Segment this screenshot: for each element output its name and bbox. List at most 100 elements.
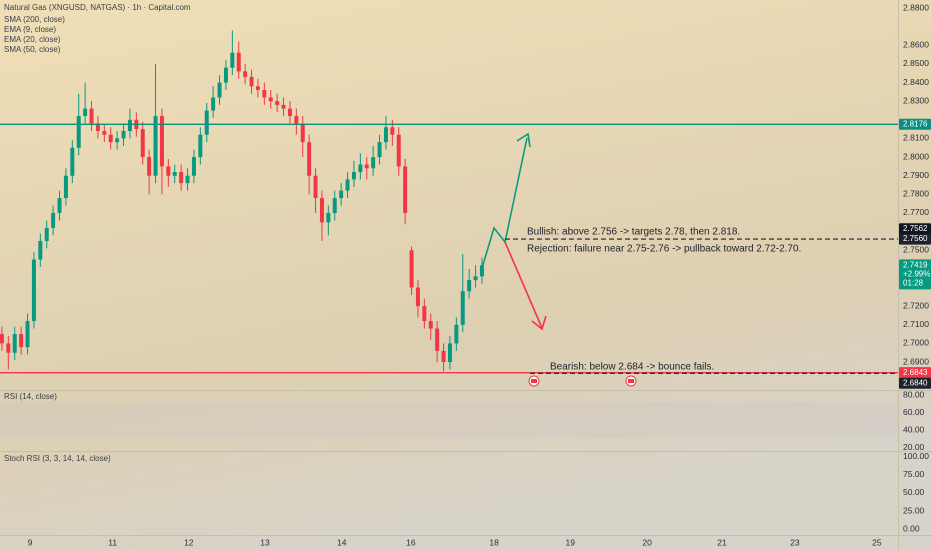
price-label-box: [899, 118, 931, 130]
candle-body: [383, 127, 388, 143]
bullish-arrow: [481, 137, 528, 269]
candle-body: [447, 343, 452, 363]
candle-body: [351, 171, 356, 180]
arrow-head: [516, 132, 531, 148]
plot: [0, 30, 484, 372]
candle-body: [435, 328, 440, 351]
x-tick-label: 19: [566, 537, 576, 547]
candle-body: [243, 71, 248, 77]
y-tick-label: 0.00: [903, 523, 920, 533]
bearish-arrow: [504, 241, 543, 329]
candle-body: [313, 175, 318, 199]
y-tick-label: 60.00: [903, 407, 925, 417]
candle-body: [255, 86, 260, 90]
candle-body: [415, 287, 420, 307]
y-tick-label: 100.00: [903, 451, 929, 461]
legend-entry: SMA (200, close): [4, 15, 65, 24]
last-price-countdown: 01:28: [903, 278, 924, 287]
event-icon: [625, 375, 637, 387]
y-tick-label: 2.7900: [903, 170, 929, 180]
candle-body: [102, 130, 107, 135]
y-tick-label: 2.6900: [903, 356, 929, 366]
candle-body: [409, 250, 414, 288]
candle-body: [287, 108, 292, 117]
y-tick-label: 2.7500: [903, 244, 929, 254]
price-label: 2.7562: [903, 224, 928, 233]
x-tick-label: 23: [790, 537, 800, 547]
y-tick-label: 2.7000: [903, 338, 929, 348]
y-tick-label: 2.8600: [903, 40, 929, 50]
last-price-box: [899, 259, 931, 290]
candle-body: [441, 350, 446, 363]
candle-body: [422, 306, 427, 322]
y-tick-label: 40.00: [903, 425, 925, 435]
candle-body: [281, 104, 286, 109]
candle-body: [467, 280, 472, 292]
price-label-box: [899, 367, 931, 379]
y-tick-label: 75.00: [903, 469, 925, 479]
candle-body: [121, 130, 126, 139]
x-tick-label: 14: [337, 537, 347, 547]
price-label-box: [899, 233, 931, 245]
candle-body: [236, 52, 241, 72]
price-label: 2.6840: [903, 378, 928, 387]
candle-body: [473, 276, 478, 281]
last-price: 2.7419: [903, 260, 928, 269]
candle-body: [172, 171, 177, 176]
candle-body: [57, 198, 62, 213]
x-tick-label: 20: [642, 537, 652, 547]
x-tick-label: 25: [872, 537, 882, 547]
candle-body: [479, 265, 484, 277]
y-tick-label: 80.00: [903, 389, 925, 399]
candle-body: [76, 116, 81, 148]
y-tick-label: 2.7700: [903, 207, 929, 217]
candle-body: [460, 291, 465, 325]
candle-body: [198, 134, 203, 158]
candle-body: [191, 157, 196, 176]
candle-body: [358, 164, 363, 172]
y-tick-label: 2.8500: [903, 58, 929, 68]
candle-body: [44, 227, 49, 241]
annotation: Rejection: failure near 2.75-2.76 -> pul…: [527, 244, 801, 255]
annotation: Bearish: below 2.684 -> bounce fails.: [550, 362, 714, 373]
candle-body: [211, 97, 216, 111]
candle-body: [403, 166, 408, 213]
legend-entry: EMA (9, close): [4, 25, 56, 34]
candle-body: [230, 52, 235, 68]
y-tick-label: 2.8300: [903, 95, 929, 105]
candle-body: [396, 134, 401, 167]
x-tick-label: 21: [717, 537, 727, 547]
event-icon: [528, 375, 540, 387]
candle-body: [0, 334, 4, 344]
candle-body: [25, 321, 30, 348]
x-tick-label: 9: [28, 537, 33, 547]
last-price-change: +2.99%: [903, 269, 930, 278]
candle-body: [127, 119, 132, 131]
candle-body: [294, 116, 299, 124]
candle-body: [364, 164, 369, 169]
candle-body: [51, 212, 56, 228]
candle-body: [275, 101, 280, 105]
y-tick-label: 25.00: [903, 505, 925, 515]
candle-body: [153, 116, 158, 176]
candle-body: [454, 324, 459, 344]
candle-body: [95, 123, 100, 131]
x-tick-label: 11: [108, 537, 117, 547]
candle-body: [326, 212, 331, 223]
arrow-head: [531, 315, 547, 331]
x-tick-label: 18: [489, 537, 499, 547]
x-tick-label: 13: [260, 537, 270, 547]
candle-body: [428, 321, 433, 329]
candle-body: [249, 76, 254, 87]
candle-body: [319, 198, 324, 223]
annotation: Bullish: above 2.756 -> targets 2.78, th…: [527, 227, 740, 238]
candle-body: [19, 334, 24, 348]
candle-body: [223, 67, 228, 83]
price-label-box: [899, 377, 931, 389]
price-label-box: [899, 223, 931, 235]
candle-body: [115, 138, 120, 143]
candle-body: [332, 198, 337, 213]
rsi-band: [0, 402, 898, 438]
candle-body: [217, 82, 222, 98]
y-tick-label: 2.8100: [903, 133, 929, 143]
